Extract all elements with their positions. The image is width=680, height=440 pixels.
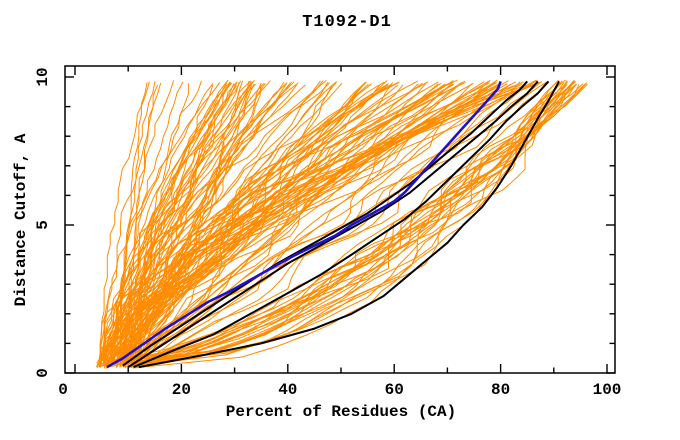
plot-frame — [64, 65, 616, 374]
orange-model-curve — [103, 84, 253, 367]
orange-model-curve — [130, 84, 528, 368]
orange-model-curve — [108, 81, 454, 361]
orange-model-curve — [99, 81, 547, 368]
orange-model-curve — [116, 81, 466, 367]
orange-model-curve — [103, 81, 232, 367]
x-tick-label: 100 — [593, 381, 622, 399]
y-tick-label: 5 — [34, 220, 52, 230]
highlighted-model-blue — [106, 80, 502, 369]
orange-model-curve — [130, 83, 577, 367]
chart-title: T1092-D1 — [302, 13, 392, 32]
orange-model-curve — [111, 82, 442, 366]
orange-model-curve — [110, 84, 214, 363]
orange-model-curve — [111, 81, 577, 363]
orange-model-curve — [105, 82, 366, 369]
orange-model-curve — [140, 82, 474, 360]
x-tick-label: 20 — [172, 381, 191, 399]
orange-model-curve — [130, 80, 563, 365]
orange-model-curve — [103, 81, 156, 367]
orange-model-curve — [118, 82, 231, 361]
orange-model-curve — [125, 84, 580, 361]
orange-model-curve — [111, 82, 148, 363]
y-tick-label: 10 — [34, 67, 52, 86]
highlighted-model-black-2 — [127, 80, 539, 368]
orange-model-curve — [123, 79, 255, 368]
orange-model-curve — [95, 81, 496, 368]
orange-model-curve — [99, 81, 150, 366]
orange-model-curve — [139, 84, 568, 366]
orange-model-curve — [103, 82, 221, 364]
orange-model-curve — [132, 82, 588, 367]
orange-model-curve — [106, 83, 266, 365]
orange-model-curve — [130, 85, 158, 367]
x-tick-label: 40 — [278, 381, 297, 399]
highlighted-model-black-4 — [138, 80, 560, 369]
orange-model-curve — [132, 81, 521, 367]
y-tick-label: 0 — [34, 368, 52, 378]
highlighted-model-black-1 — [122, 80, 528, 367]
orange-model-curve — [138, 81, 366, 366]
x-tick-label: 0 — [58, 381, 68, 399]
curves-layer — [95, 79, 588, 369]
orange-model-curve — [106, 84, 566, 364]
orange-model-curve — [127, 85, 238, 367]
orange-model-curve — [136, 83, 287, 361]
orange-model-curve — [100, 81, 485, 361]
orange-model-curve — [121, 85, 262, 363]
orange-model-curve — [138, 83, 573, 366]
orange-model-curve — [137, 82, 562, 369]
y-axis-label: Distance Cutoff, A — [12, 133, 30, 307]
orange-model-curve — [125, 82, 394, 362]
orange-model-curve — [99, 82, 299, 368]
orange-model-curve — [137, 80, 466, 366]
orange-model-curve — [105, 81, 517, 362]
orange-model-curve — [126, 82, 463, 368]
orange-model-curve — [102, 80, 327, 361]
orange-model-curve — [103, 80, 388, 361]
orange-model-curve — [110, 80, 271, 366]
orange-model-curve — [113, 83, 214, 361]
x-tick-label: 80 — [491, 381, 510, 399]
x-tick-label: 60 — [385, 381, 404, 399]
orange-model-curve — [105, 79, 491, 368]
highlighted-model-black-3 — [133, 80, 550, 369]
x-axis-label: Percent of Residues (CA) — [225, 403, 457, 421]
orange-model-curve — [122, 80, 576, 361]
orange-model-curve — [130, 81, 497, 364]
orange-model-curve — [109, 79, 458, 362]
orange-model-curve — [110, 82, 329, 366]
orange-model-curve — [133, 81, 338, 365]
